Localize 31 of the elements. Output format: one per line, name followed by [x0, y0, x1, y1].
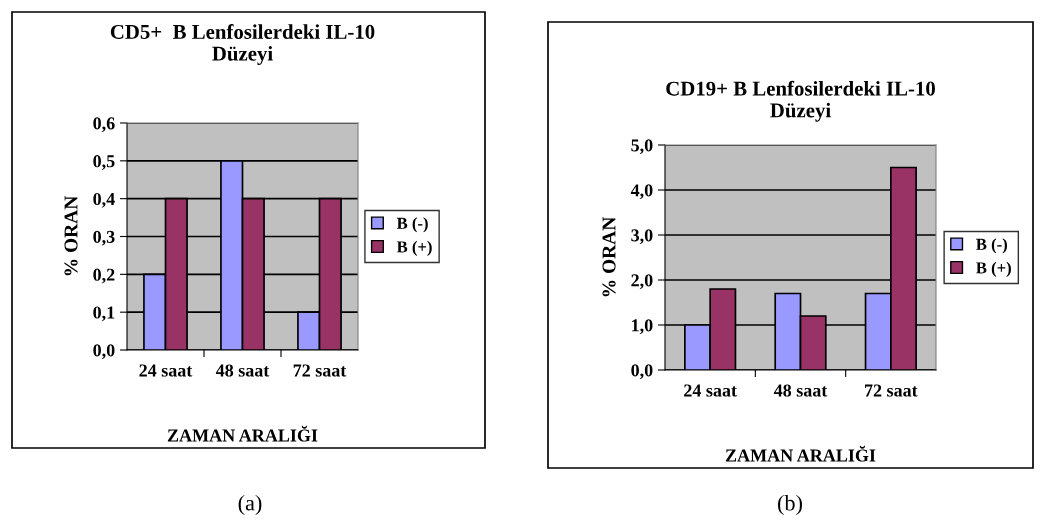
x-tick-label: 72 saat — [865, 384, 918, 397]
y-tick-label: 0,1 — [93, 306, 115, 322]
y-tick-label: 0,5 — [93, 155, 115, 170]
y-tick-label: 4,0 — [630, 184, 653, 200]
text: (a) — [238, 494, 262, 516]
legend-label: B (+) — [976, 261, 1011, 277]
chart-title: CD5+ B Lenfosilerdeki IL-10 Düzeyi — [110, 24, 375, 65]
y-tick-label: 0,0 — [631, 364, 653, 380]
y-tick-label: 0,0 — [93, 344, 115, 360]
y-tick-label: 0,6 — [93, 117, 115, 133]
y-tick-label: 0,4 — [93, 192, 115, 208]
x-tick-label: 24 saat — [684, 384, 737, 397]
y-axis-title: % ORAN — [602, 216, 616, 297]
x-tick-label: 48 saat — [773, 384, 828, 397]
legend-label: B (-) — [976, 238, 1007, 254]
x-tick-label: 72 saat — [293, 364, 347, 377]
y-tick-label: 1,0 — [632, 319, 653, 335]
x-tick-label: 48 saat — [215, 364, 270, 377]
y-tick-label: 2,0 — [631, 274, 653, 290]
text: (b) — [778, 494, 802, 516]
x-axis-title: ZAMAN ARALIĞI — [167, 425, 318, 442]
y-axis-title: % ORAN — [64, 195, 78, 276]
legend-label: B (-) — [396, 217, 428, 233]
legend-label: B (+) — [396, 240, 432, 256]
y-tick-label: 0,2 — [93, 268, 115, 284]
y-tick-label: 0,3 — [93, 230, 115, 246]
y-tick-label: 3,0 — [631, 229, 653, 245]
x-tick-label: 24 saat — [139, 364, 193, 377]
x-axis-title: ZAMAN ARALIĞI — [725, 445, 876, 462]
chart-title: CD19+ B Lenfosilerdeki IL-10 Düzeyi — [666, 80, 935, 122]
y-tick-label: 5,0 — [631, 139, 653, 155]
